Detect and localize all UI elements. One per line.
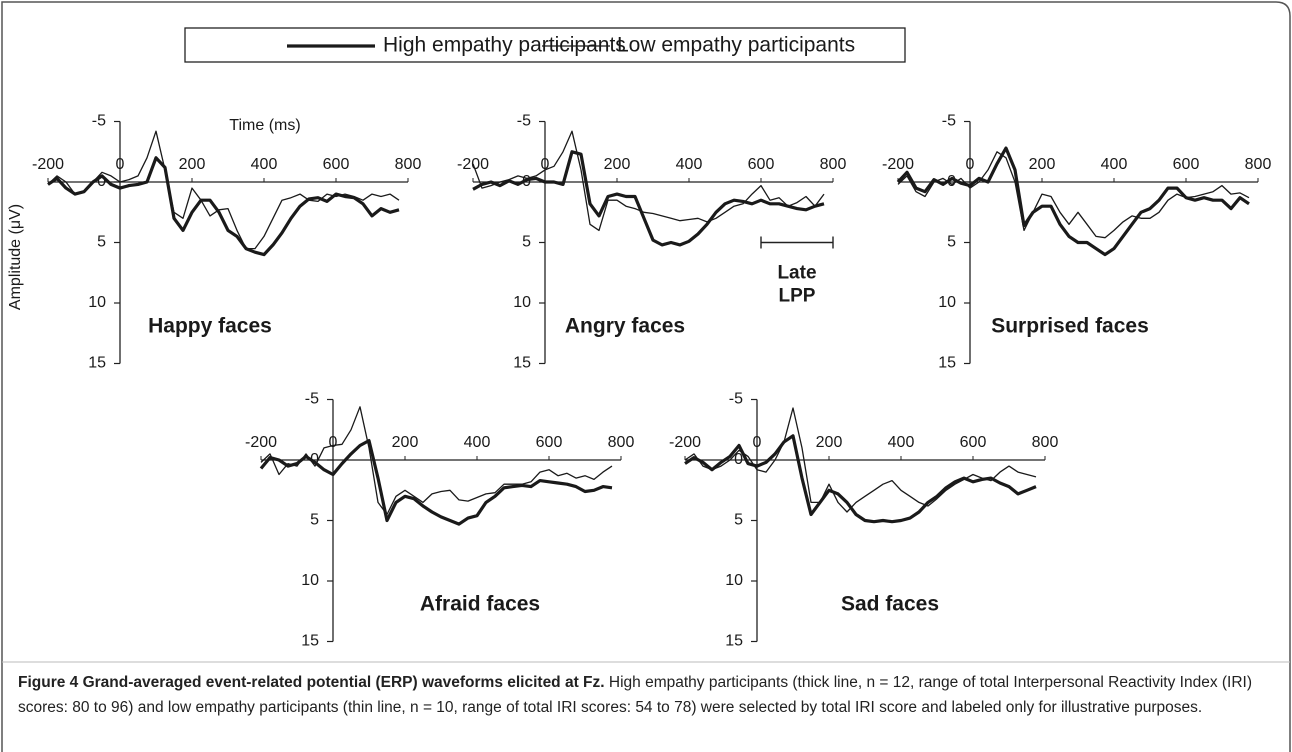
x-tick-label: 200 <box>1029 156 1056 173</box>
x-tick-label: 0 <box>966 156 975 173</box>
panel-title: Angry faces <box>565 315 685 338</box>
x-axis-label: Time (ms) <box>229 117 300 134</box>
legend-label: High empathy participants <box>383 34 626 57</box>
x-tick-label: 200 <box>604 156 631 173</box>
annotation-text: Late <box>777 263 816 284</box>
x-tick-label: 400 <box>676 156 703 173</box>
x-tick-label: -200 <box>32 156 64 173</box>
y-tick-label: 5 <box>522 234 531 251</box>
x-tick-label: 600 <box>1173 156 1200 173</box>
y-axis-label: Amplitude (μV) <box>7 204 24 310</box>
x-tick-label: 400 <box>464 434 491 451</box>
x-tick-label: 200 <box>392 434 419 451</box>
caption-label: Figure 4 Grand-averaged event-related po… <box>18 674 605 691</box>
x-tick-label: 0 <box>541 156 550 173</box>
x-tick-label: 800 <box>1245 156 1272 173</box>
caption: Figure 4 Grand-averaged event-related po… <box>18 671 1280 720</box>
x-tick-label: 200 <box>816 434 843 451</box>
x-tick-label: 400 <box>1101 156 1128 173</box>
y-tick-label: -5 <box>729 391 743 408</box>
waveform <box>897 151 1250 239</box>
y-tick-label: 15 <box>938 355 956 372</box>
y-tick-label: 10 <box>88 294 106 311</box>
waveform <box>260 406 613 516</box>
x-tick-label: 800 <box>608 434 635 451</box>
waveform <box>684 434 1037 524</box>
y-tick-label: 15 <box>301 633 319 650</box>
x-tick-label: 600 <box>536 434 563 451</box>
y-tick-label: -5 <box>517 113 531 130</box>
x-tick-label: 600 <box>748 156 775 173</box>
waveform <box>47 130 400 250</box>
x-tick-label: -200 <box>882 156 914 173</box>
legend-box <box>184 27 906 63</box>
y-tick-label: 5 <box>947 234 956 251</box>
x-tick-label: 800 <box>820 156 847 173</box>
waveform <box>472 130 825 232</box>
waveform <box>259 439 613 526</box>
legend-label: Low empathy participants <box>617 34 855 57</box>
y-tick-label: 15 <box>725 633 743 650</box>
y-tick-label: 15 <box>88 355 106 372</box>
panel-title: Happy faces <box>148 315 272 338</box>
x-tick-label: -200 <box>245 434 277 451</box>
y-tick-label: 5 <box>734 512 743 529</box>
x-tick-label: 800 <box>1032 434 1059 451</box>
waveform <box>472 150 825 247</box>
y-tick-label: 0 <box>947 173 956 190</box>
x-tick-label: 400 <box>251 156 278 173</box>
panel-title: Afraid faces <box>420 593 540 616</box>
y-tick-label: -5 <box>92 113 106 130</box>
y-tick-label: 0 <box>734 451 743 468</box>
y-tick-label: 10 <box>301 572 319 589</box>
y-tick-label: -5 <box>942 113 956 130</box>
x-tick-label: 600 <box>323 156 350 173</box>
x-tick-label: 400 <box>888 434 915 451</box>
x-tick-label: 0 <box>116 156 125 173</box>
waveform <box>684 407 1037 513</box>
caption-text: High empathy participants (thick line, n… <box>18 674 1253 716</box>
y-tick-label: 10 <box>513 294 531 311</box>
annotation-text: LPP <box>779 286 816 307</box>
y-tick-label: 15 <box>513 355 531 372</box>
y-tick-label: 10 <box>938 294 956 311</box>
y-tick-label: 5 <box>310 512 319 529</box>
y-tick-label: 5 <box>97 234 106 251</box>
x-tick-label: 200 <box>179 156 206 173</box>
x-tick-label: 0 <box>329 434 338 451</box>
y-tick-label: 10 <box>725 572 743 589</box>
y-tick-label: 0 <box>97 173 106 190</box>
x-tick-label: 600 <box>960 434 987 451</box>
x-tick-label: -200 <box>669 434 701 451</box>
panel-title: Sad faces <box>841 593 939 616</box>
y-tick-label: 0 <box>522 173 531 190</box>
x-tick-label: 800 <box>395 156 422 173</box>
y-tick-label: 0 <box>310 451 319 468</box>
panel-title: Surprised faces <box>991 315 1149 338</box>
x-tick-label: 0 <box>753 434 762 451</box>
lpp-bracket <box>760 236 834 249</box>
y-tick-label: -5 <box>305 391 319 408</box>
